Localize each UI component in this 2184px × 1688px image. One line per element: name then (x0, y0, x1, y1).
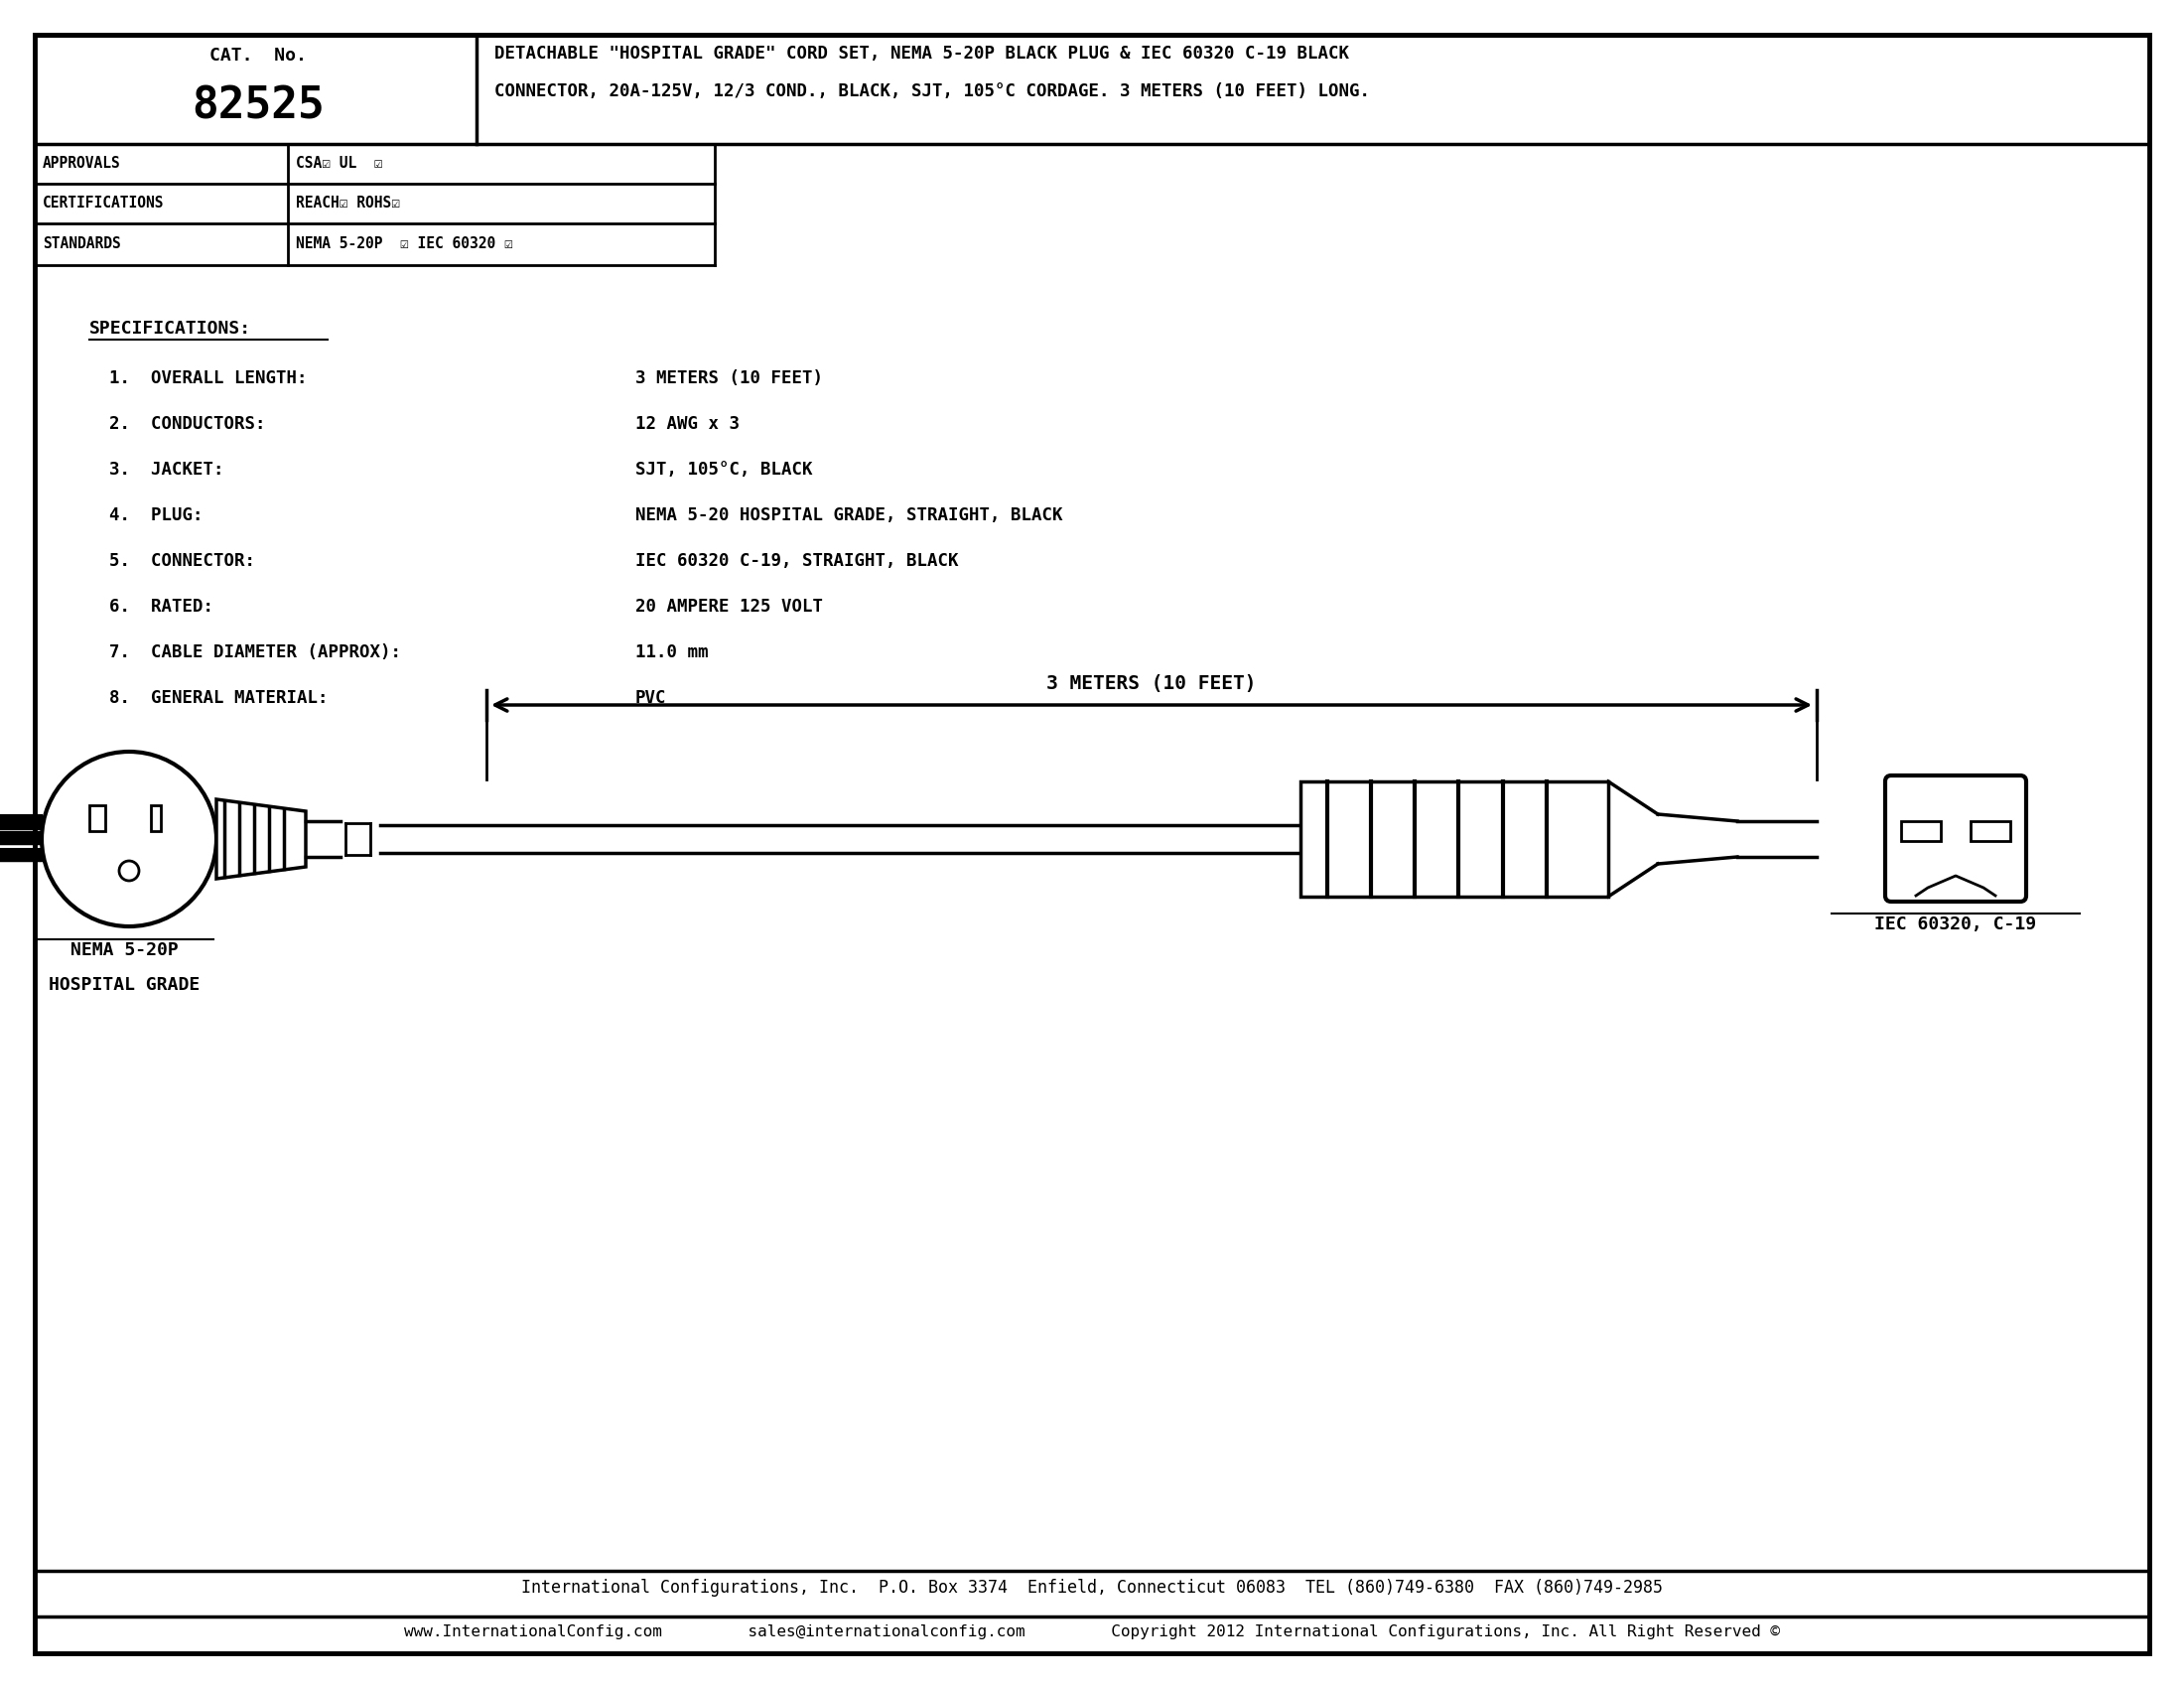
Bar (1970, 820, 2009, 841)
Circle shape (41, 751, 216, 927)
Text: 20 AMPERE 125 VOLT: 20 AMPERE 125 VOLT (636, 598, 823, 616)
Bar (1299, 782, 1607, 896)
Text: DETACHABLE "HOSPITAL GRADE" CORD SET, NEMA 5-20P BLACK PLUG & IEC 60320 C-19 BLA: DETACHABLE "HOSPITAL GRADE" CORD SET, NE… (494, 44, 1350, 62)
Text: 3 METERS (10 FEET): 3 METERS (10 FEET) (636, 370, 823, 387)
Text: NEMA 5-20P  ☑ IEC 60320 ☑: NEMA 5-20P ☑ IEC 60320 ☑ (295, 236, 513, 252)
Polygon shape (0, 832, 41, 844)
Text: 7.  CABLE DIAMETER (APPROX):: 7. CABLE DIAMETER (APPROX): (109, 643, 402, 662)
Bar (90, 805, 105, 830)
Text: 3 METERS (10 FEET): 3 METERS (10 FEET) (1046, 674, 1256, 694)
Text: International Configurations, Inc.  P.O. Box 3374  Enfield, Connecticut 06083  T: International Configurations, Inc. P.O. … (522, 1578, 1662, 1597)
Text: 82525: 82525 (192, 84, 325, 127)
Text: APPROVALS: APPROVALS (44, 155, 120, 170)
Text: 4.  PLUG:: 4. PLUG: (109, 506, 203, 525)
Text: 5.  CONNECTOR:: 5. CONNECTOR: (109, 552, 256, 571)
Text: CAT.  No.: CAT. No. (210, 47, 306, 64)
Circle shape (120, 861, 140, 881)
Text: CSA☑ UL  ☑: CSA☑ UL ☑ (295, 155, 382, 170)
Text: CERTIFICATIONS: CERTIFICATIONS (44, 196, 164, 209)
Polygon shape (0, 815, 41, 829)
Text: STANDARDS: STANDARDS (44, 236, 120, 252)
Text: SJT, 105°C, BLACK: SJT, 105°C, BLACK (636, 461, 812, 479)
Text: IEC 60320 C-19, STRAIGHT, BLACK: IEC 60320 C-19, STRAIGHT, BLACK (636, 552, 959, 571)
Text: IEC 60320, C-19: IEC 60320, C-19 (1874, 915, 2038, 933)
Text: CONNECTOR, 20A-125V, 12/3 COND., BLACK, SJT, 105°C CORDAGE. 3 METERS (10 FEET) L: CONNECTOR, 20A-125V, 12/3 COND., BLACK, … (494, 83, 1369, 100)
Text: SPECIFICATIONS:: SPECIFICATIONS: (90, 319, 251, 338)
FancyBboxPatch shape (1885, 775, 2027, 901)
Text: PVC: PVC (636, 689, 666, 707)
Text: 11.0 mm: 11.0 mm (636, 643, 708, 662)
Text: 12 AWG x 3: 12 AWG x 3 (636, 415, 740, 432)
Bar (151, 805, 162, 830)
Polygon shape (216, 800, 306, 879)
Text: REACH☑ ROHS☑: REACH☑ ROHS☑ (295, 196, 400, 209)
Text: 8.  GENERAL MATERIAL:: 8. GENERAL MATERIAL: (109, 689, 328, 707)
Text: NEMA 5-20 HOSPITAL GRADE, STRAIGHT, BLACK: NEMA 5-20 HOSPITAL GRADE, STRAIGHT, BLAC… (636, 506, 1064, 525)
Text: 3.  JACKET:: 3. JACKET: (109, 461, 223, 479)
Text: 2.  CONDUCTORS:: 2. CONDUCTORS: (109, 415, 266, 432)
Text: www.InternationalConfig.com         sales@internationalconfig.com         Copyri: www.InternationalConfig.com sales@intern… (404, 1624, 1780, 1639)
Text: HOSPITAL GRADE: HOSPITAL GRADE (48, 976, 199, 994)
Text: 1.  OVERALL LENGTH:: 1. OVERALL LENGTH: (109, 370, 308, 387)
Text: 6.  RATED:: 6. RATED: (109, 598, 214, 616)
Polygon shape (0, 849, 41, 861)
Text: NEMA 5-20P: NEMA 5-20P (70, 942, 179, 959)
Bar (1900, 820, 1942, 841)
